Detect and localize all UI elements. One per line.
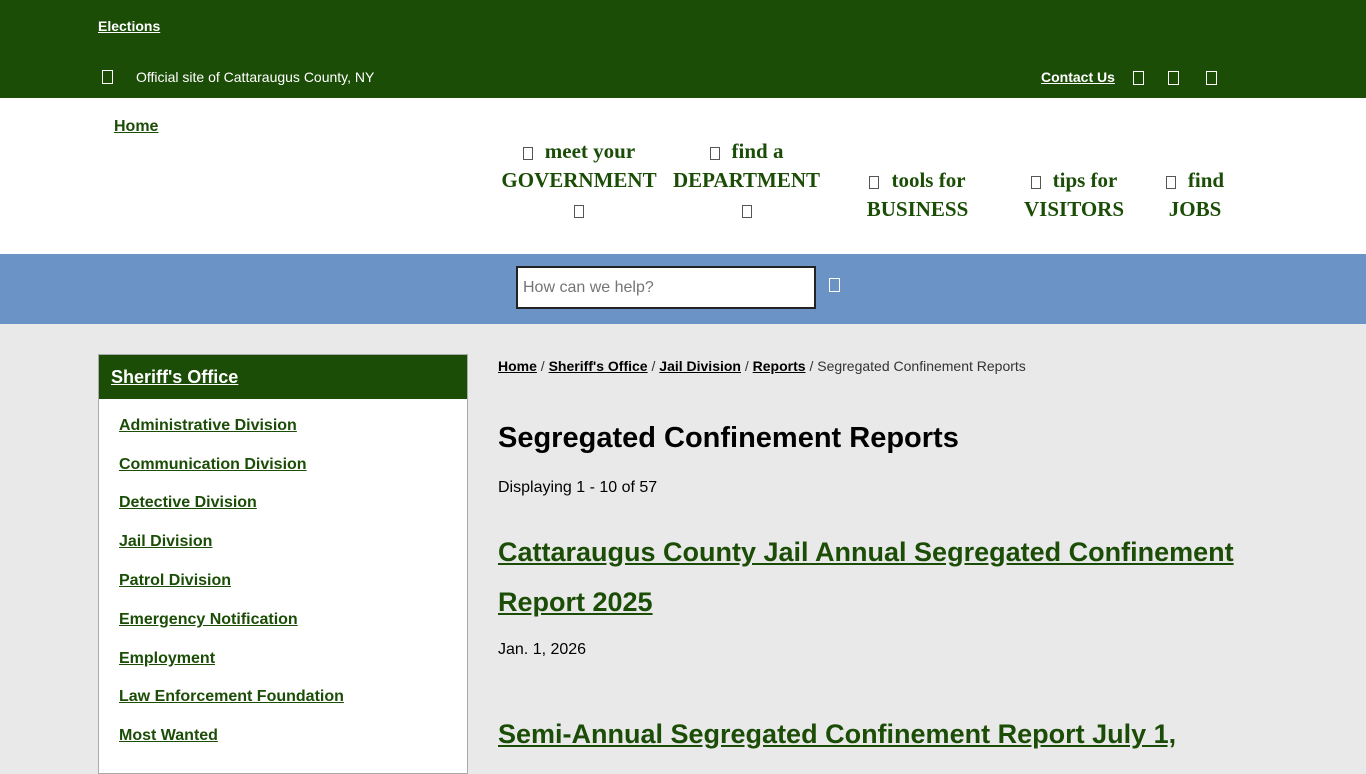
result-count: Displaying 1 - 10 of 57 bbox=[498, 479, 658, 496]
instagram-icon[interactable] bbox=[1206, 71, 1217, 85]
jobs-icon bbox=[1165, 175, 1176, 189]
report-link[interactable]: Semi-Annual Segregated Confinement Repor… bbox=[498, 719, 1177, 749]
contact-us-link[interactable]: Contact Us bbox=[1041, 69, 1115, 85]
sidebar-item[interactable]: Communication Division bbox=[119, 456, 307, 473]
sidebar-item[interactable]: Law Enforcement Foundation bbox=[119, 688, 344, 705]
chevron-down-icon bbox=[741, 204, 752, 218]
building-icon bbox=[709, 146, 720, 160]
search-band bbox=[0, 254, 1366, 324]
sidebar-item[interactable]: Detective Division bbox=[119, 494, 257, 511]
search-icon[interactable] bbox=[829, 278, 840, 292]
people-icon bbox=[522, 146, 533, 160]
briefcase-icon bbox=[869, 175, 880, 189]
sidebar-item[interactable]: Administrative Division bbox=[119, 417, 297, 434]
nav-find-department[interactable]: find a DEPARTMENT bbox=[664, 137, 829, 224]
nav-tools-business[interactable]: tools for BUSINESS bbox=[866, 168, 969, 221]
breadcrumb-home[interactable]: Home bbox=[498, 358, 537, 374]
page-title: Segregated Confinement Reports bbox=[498, 422, 959, 454]
home-logo-link[interactable]: Home bbox=[114, 118, 159, 135]
flag-icon bbox=[102, 70, 113, 84]
official-site-text: Official site of Cattaraugus County, NY bbox=[136, 69, 375, 85]
sidebar-item[interactable]: Patrol Division bbox=[119, 572, 232, 589]
sidebar-title[interactable]: Sheriff's Office bbox=[99, 355, 467, 399]
breadcrumb-jail[interactable]: Jail Division bbox=[659, 358, 741, 374]
breadcrumb-reports[interactable]: Reports bbox=[752, 358, 806, 374]
sidebar-item[interactable]: Emergency Notification bbox=[119, 611, 298, 628]
top-bar: Elections Official site of Cattaraugus C… bbox=[0, 0, 1366, 98]
report-date: Jan. 1, 2026 bbox=[498, 641, 587, 658]
breadcrumb-sheriff[interactable]: Sheriff's Office bbox=[548, 358, 648, 374]
nav-tips-visitors[interactable]: tips for VISITORS bbox=[1024, 168, 1124, 221]
breadcrumb-current: Segregated Confinement Reports bbox=[817, 358, 1026, 374]
sidebar-item[interactable]: Employment bbox=[119, 650, 216, 667]
sidebar: Sheriff's Office Administrative Division… bbox=[98, 354, 468, 774]
nav-meet-government[interactable]: meet your GOVERNMENT bbox=[494, 137, 664, 224]
facebook-icon[interactable] bbox=[1133, 71, 1144, 85]
report-link[interactable]: Cattaraugus County Jail Annual Segregate… bbox=[498, 537, 1234, 617]
chevron-down-icon bbox=[574, 204, 584, 218]
breadcrumb: Home / Sheriff's Office / Jail Division … bbox=[498, 358, 1026, 374]
twitter-icon[interactable] bbox=[1168, 71, 1179, 85]
map-icon bbox=[1030, 175, 1041, 189]
search-input[interactable] bbox=[516, 266, 816, 309]
nav-find-jobs[interactable]: find JOBS bbox=[1155, 166, 1235, 224]
elections-link[interactable]: Elections bbox=[98, 18, 161, 34]
sidebar-item[interactable]: Most Wanted bbox=[119, 727, 218, 744]
sidebar-item[interactable]: Jail Division bbox=[119, 533, 213, 550]
header: Home meet your GOVERNMENT find a DEPARTMEN… bbox=[0, 98, 1366, 254]
